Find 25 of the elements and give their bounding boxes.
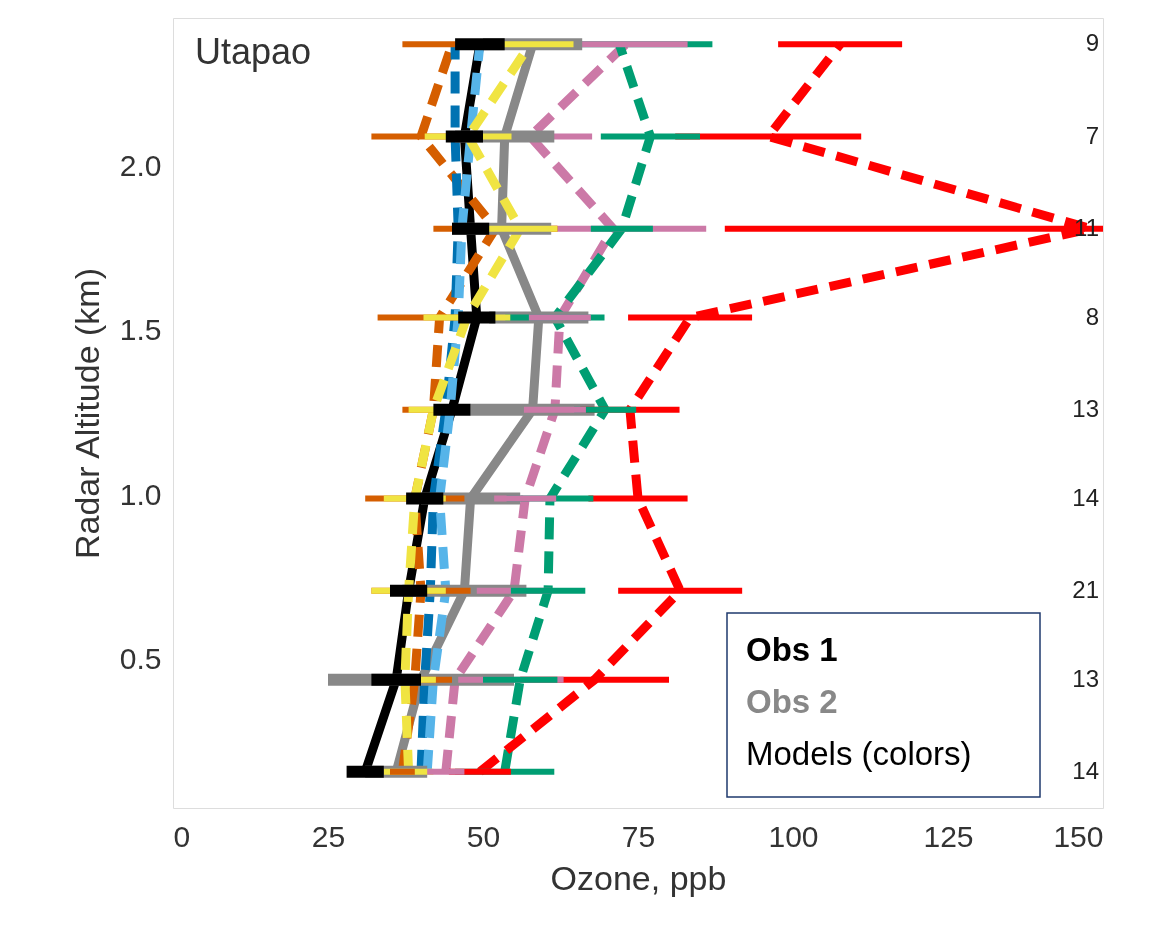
x-tick-label: 0 [173, 819, 191, 853]
x-tick-label: 125 [923, 819, 974, 853]
y-axis-title: Radar Altitude (km) [67, 268, 106, 559]
y-tick-label: 1.0 [119, 477, 162, 511]
x-tick-label: 50 [466, 819, 501, 853]
text: Obs 1 [746, 631, 838, 668]
annotation: 21 [1072, 575, 1099, 603]
annotation: Models (colors) [746, 735, 972, 772]
x-tick-label: 150 [1053, 819, 1104, 853]
annotation: 8 [1085, 302, 1099, 330]
y-tick-label: 2.0 [119, 148, 162, 182]
annotation: 14 [1072, 756, 1099, 784]
annotation: 13 [1072, 394, 1099, 422]
annotation: 14 [1072, 483, 1099, 511]
text: Obs 2 [746, 683, 838, 720]
chart-title: Utapao [195, 31, 312, 72]
annotation: 7 [1085, 121, 1099, 149]
annotation: 9 [1085, 29, 1099, 57]
y-tick-label: 0.5 [119, 642, 162, 676]
annotation: 13 [1072, 664, 1099, 692]
y-tick-label: 1.5 [119, 313, 162, 347]
x-tick-label: 25 [311, 819, 346, 853]
x-tick-label: 100 [768, 819, 819, 853]
x-axis-title: Ozone, ppb [550, 858, 727, 897]
x-tick-label: 75 [621, 819, 656, 853]
